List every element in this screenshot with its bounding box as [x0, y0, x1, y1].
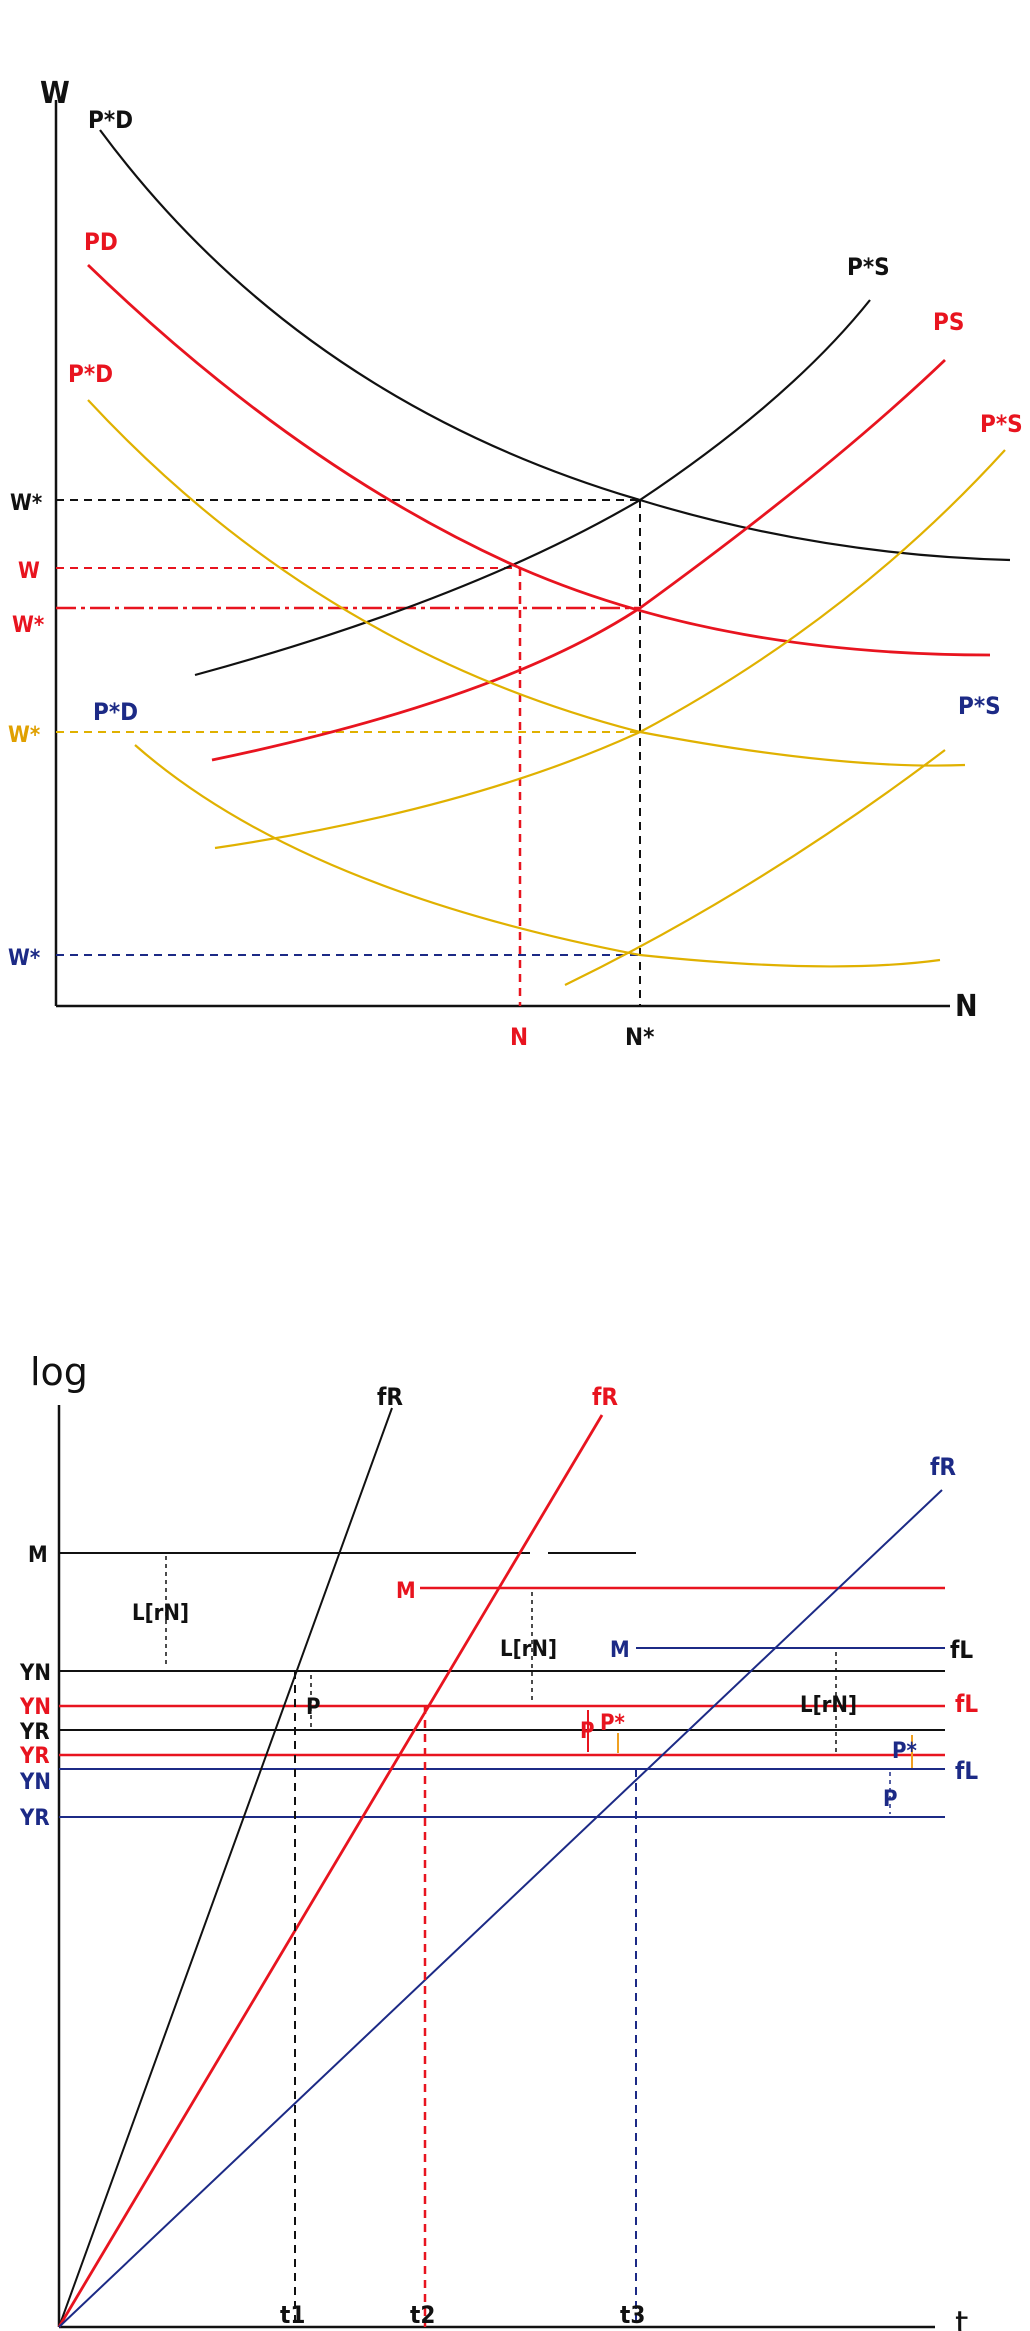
- tick-red-wstar: W*: [12, 613, 44, 638]
- tick-yn-blue: YN: [19, 1770, 51, 1795]
- fr-line-black: [58, 1407, 393, 2328]
- w-axis-label: W: [40, 76, 70, 111]
- fl-label-black: fL: [950, 1636, 973, 1664]
- tick-black-nstar: N*: [625, 1023, 654, 1051]
- fl-label-blue: fL: [955, 1757, 978, 1785]
- labor-market-panel: W N P*D P*S PD PS P*D P*S P*D P*S W* W W…: [8, 76, 1023, 1051]
- fl-label-red: fL: [955, 1690, 978, 1718]
- fr-line-red: [57, 1414, 604, 2328]
- tick-m: M: [28, 1543, 48, 1568]
- black-supply-label: P*S: [847, 253, 890, 281]
- lrn-label-black: L[rN]: [132, 1601, 189, 1626]
- fr-label-red: fR: [592, 1383, 618, 1411]
- p-label-blue: P: [883, 1787, 898, 1812]
- log-axis-label: log: [30, 1350, 88, 1394]
- black-demand-label: P*D: [88, 106, 133, 134]
- p-label-black: P: [306, 1695, 321, 1720]
- log-time-panel: log t fR fR fR fL fL: [19, 1350, 978, 2331]
- tick-black-wstar: W*: [10, 491, 42, 516]
- m-label-red: M: [396, 1579, 416, 1604]
- red-demand-curve: [87, 263, 991, 657]
- red-supply-curve: [211, 358, 946, 762]
- gold-supply-curve: [214, 449, 1006, 850]
- gold-demand-curve-lower: [134, 744, 941, 968]
- n-axis-label: N: [955, 989, 978, 1024]
- m-label-blue: M: [610, 1638, 630, 1663]
- blue-demand-label: P*D: [93, 698, 138, 726]
- gold-demand-label: P*D: [68, 360, 113, 388]
- fr-label-black: fR: [377, 1383, 403, 1411]
- gold-demand-curve: [87, 399, 966, 767]
- p-label-red: P: [580, 1719, 595, 1744]
- blue-supply-label: P*S: [958, 692, 1001, 720]
- gold-supply-curve-lower: [564, 749, 946, 986]
- red-supply-label: PS: [933, 308, 964, 336]
- red-demand-label: PD: [84, 228, 118, 256]
- t-axis-label: t: [955, 2304, 968, 2331]
- tick-yn-red: YN: [19, 1695, 51, 1720]
- tick-red-w: W: [18, 559, 40, 584]
- tick-t1: t1: [280, 2301, 305, 2329]
- tick-yn-black: YN: [19, 1661, 51, 1686]
- tick-t3: t3: [620, 2301, 645, 2329]
- tick-t2: t2: [410, 2301, 435, 2329]
- black-demand-curve: [99, 129, 1011, 562]
- pstar-label-red: P*: [600, 1711, 625, 1736]
- tick-yr-blue: YR: [19, 1806, 50, 1831]
- tick-yr-black: YR: [19, 1720, 50, 1745]
- black-supply-curve: [194, 299, 871, 677]
- tick-gold-wstar: W*: [8, 723, 40, 748]
- lrn-label-red: L[rN]: [500, 1637, 557, 1662]
- tick-red-n: N: [510, 1023, 528, 1051]
- tick-yr-red: YR: [19, 1744, 50, 1769]
- gold-supply-label: P*S: [980, 410, 1023, 438]
- pstar-label-right: P*: [892, 1739, 917, 1764]
- lrn-label-blue: L[rN]: [800, 1693, 857, 1718]
- fr-line-blue: [58, 1489, 943, 2328]
- fr-label-blue: fR: [930, 1453, 956, 1481]
- tick-blue-wstar: W*: [8, 946, 40, 971]
